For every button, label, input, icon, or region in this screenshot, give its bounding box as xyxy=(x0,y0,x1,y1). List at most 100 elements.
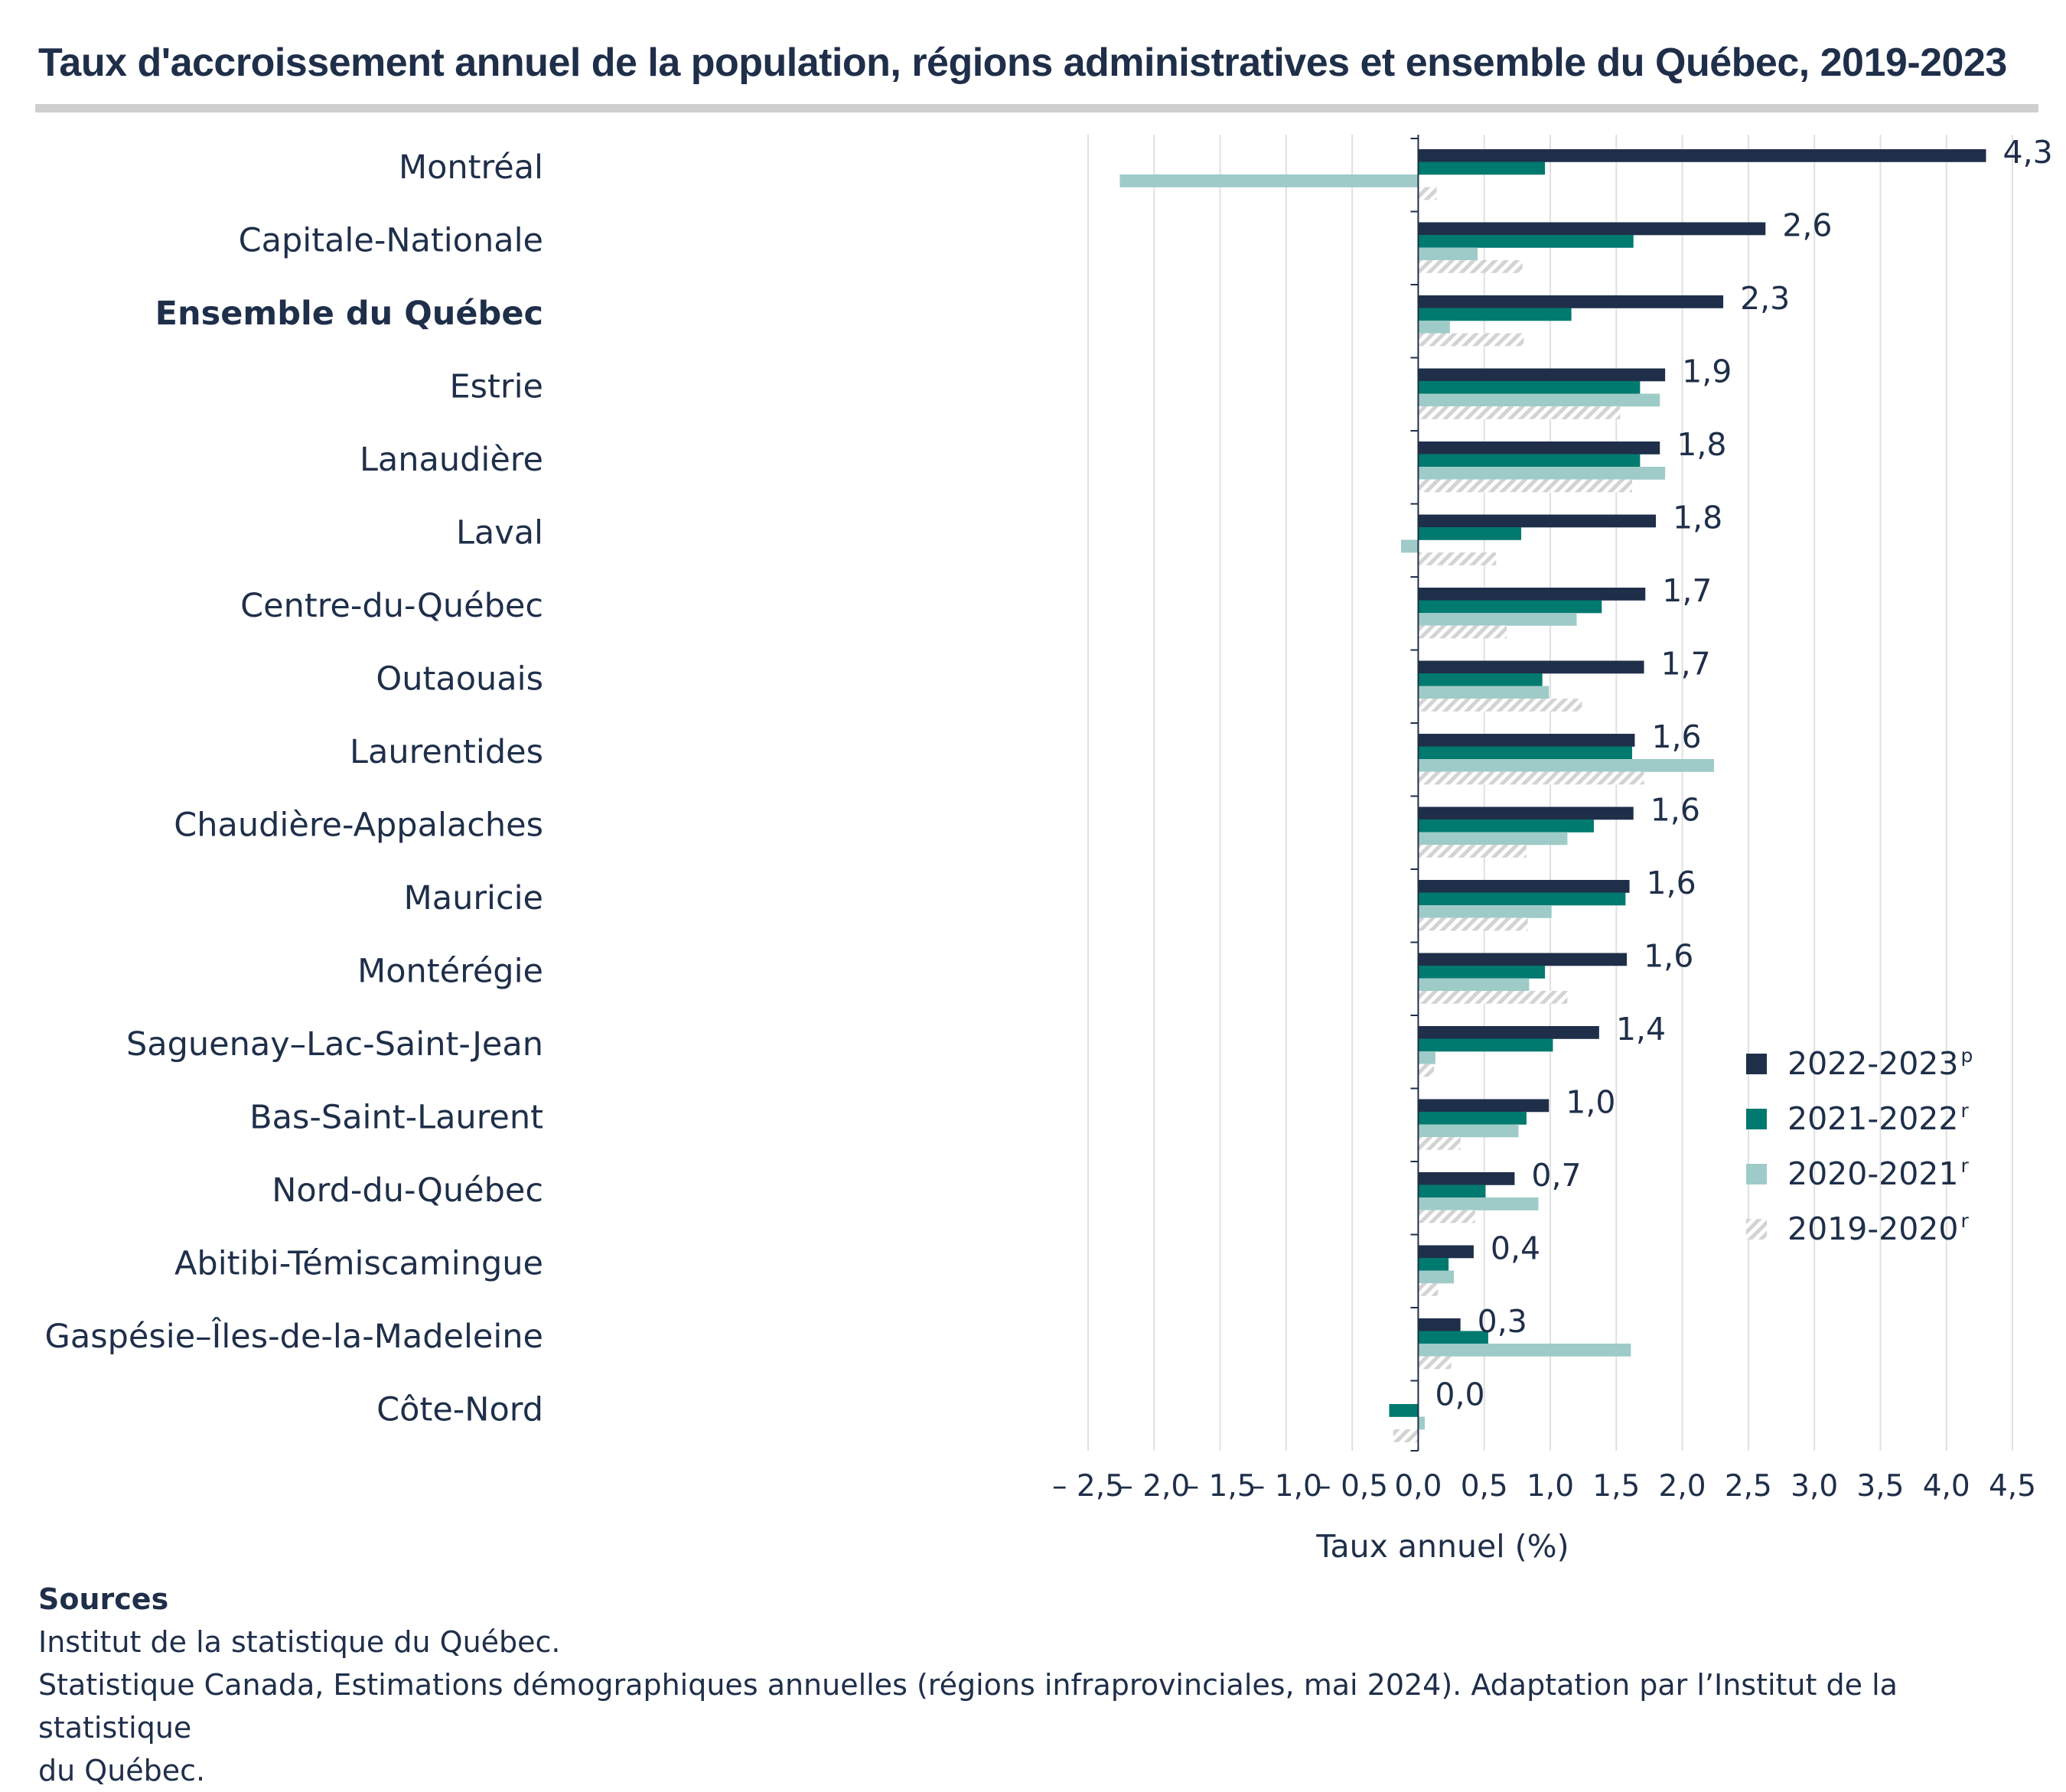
bar xyxy=(1418,1283,1439,1296)
bar xyxy=(1418,1137,1461,1150)
x-tick-label: 4,5 xyxy=(1989,1469,2036,1504)
sources-block: Sources Institut de la statistique du Qu… xyxy=(38,1578,2028,1792)
bar xyxy=(1418,771,1644,785)
bar xyxy=(1418,321,1450,334)
legend-label: 2020-2021 xyxy=(1787,1155,1958,1192)
bar xyxy=(1418,880,1630,893)
data-label: 4,3 xyxy=(2002,134,2052,171)
category-label: Montréal xyxy=(399,148,543,187)
bar xyxy=(1418,1184,1486,1198)
legend-entry: 2022-2023 p xyxy=(1787,1044,1973,1082)
bar xyxy=(1418,1344,1631,1357)
legend-label: 2022-2023 xyxy=(1787,1045,1958,1082)
bar xyxy=(1418,235,1634,248)
bar xyxy=(1418,699,1582,712)
bar xyxy=(1418,832,1568,845)
data-label: 1,6 xyxy=(1651,792,1700,829)
x-tick-label: 0,5 xyxy=(1461,1469,1508,1504)
bar xyxy=(1418,1416,1426,1430)
bar xyxy=(1418,1331,1488,1344)
data-label: 1,8 xyxy=(1673,500,1722,536)
bar xyxy=(1418,333,1524,347)
title-rule xyxy=(35,104,2038,112)
bar xyxy=(1418,991,1568,1004)
bar xyxy=(1418,673,1543,686)
category-label: Outaouais xyxy=(376,660,543,699)
bar xyxy=(1418,1038,1553,1052)
bar xyxy=(1389,1404,1419,1417)
bar xyxy=(1418,222,1766,236)
x-tick-label: – 1,0 xyxy=(1250,1469,1322,1504)
data-label: 0,0 xyxy=(1435,1377,1484,1413)
bar xyxy=(1418,686,1550,699)
bar xyxy=(1418,1318,1461,1331)
data-label: 0,3 xyxy=(1478,1303,1527,1340)
x-tick-label: – 1,5 xyxy=(1185,1469,1256,1504)
bar xyxy=(1400,539,1419,553)
bar xyxy=(1418,552,1497,565)
bar xyxy=(1418,161,1546,175)
category-label: Saguenay–Lac-Saint-Jean xyxy=(126,1025,543,1064)
category-label: Chaudière-Appalaches xyxy=(174,806,543,845)
data-label: 2,6 xyxy=(1782,207,1832,244)
category-label: Laurentides xyxy=(350,733,543,771)
bar xyxy=(1418,514,1657,528)
x-tick-label: 0,0 xyxy=(1394,1469,1442,1504)
bar xyxy=(1418,1099,1550,1113)
x-tick-label: – 2,5 xyxy=(1052,1469,1124,1504)
bar-chart: – 2,5– 2,0– 1,5– 1,0– 0,5 0,0 0,5 1,0 1,5 2,0… xyxy=(45,134,2053,1565)
legend-entry: 2019-2020 r xyxy=(1787,1210,1969,1247)
category-label: Nord-du-Québec xyxy=(272,1171,543,1210)
bar xyxy=(1418,806,1634,820)
data-label: 2,3 xyxy=(1740,280,1790,317)
chart-title: Taux d'accroissement annuel de la popula… xyxy=(38,41,2007,85)
source-line: du Québec. xyxy=(38,1754,206,1787)
legend-swatch xyxy=(1746,1164,1767,1184)
bar xyxy=(1418,660,1644,674)
x-tick-label: – 2,0 xyxy=(1118,1469,1190,1504)
data-label: 1,6 xyxy=(1651,718,1701,755)
bar xyxy=(1119,174,1419,187)
bar xyxy=(1418,819,1594,832)
bar xyxy=(1418,1124,1519,1138)
data-label: 1,0 xyxy=(1566,1084,1615,1121)
bar xyxy=(1418,892,1626,906)
data-label: 1,6 xyxy=(1647,865,1696,901)
bar xyxy=(1418,260,1523,273)
bar xyxy=(1418,149,1986,162)
bar xyxy=(1418,613,1577,626)
x-tick-label: 2,5 xyxy=(1725,1469,1772,1504)
x-tick-label: 3,0 xyxy=(1791,1469,1838,1504)
bar xyxy=(1418,746,1632,760)
x-tick-label: 1,5 xyxy=(1592,1469,1640,1504)
bar xyxy=(1418,381,1641,394)
category-label: Laval xyxy=(456,514,543,552)
source-line: Institut de la statistique du Québec. xyxy=(38,1625,561,1659)
category-label: Abitibi-Témiscamingue xyxy=(174,1245,543,1283)
legend-superscript: r xyxy=(1960,1100,1969,1122)
legend-superscript: r xyxy=(1960,1210,1969,1232)
x-tick-label: 4,0 xyxy=(1923,1469,1970,1504)
bar xyxy=(1418,187,1437,200)
data-label: 1,7 xyxy=(1661,646,1711,683)
x-tick-label: 1,0 xyxy=(1527,1469,1574,1504)
data-label: 0,4 xyxy=(1491,1230,1540,1267)
bar xyxy=(1418,1064,1435,1077)
category-label: Côte-Nord xyxy=(376,1391,543,1429)
category-label: Bas-Saint-Laurent xyxy=(249,1099,543,1137)
legend-superscript: p xyxy=(1960,1044,1973,1067)
bar xyxy=(1418,1356,1452,1370)
category-label: Montérégie xyxy=(357,953,543,991)
bar xyxy=(1418,454,1641,468)
bar xyxy=(1418,588,1646,601)
bar xyxy=(1418,247,1478,261)
bar xyxy=(1418,917,1528,931)
bar xyxy=(1418,1270,1455,1284)
category-label: Gaspésie–Îles-de-la-Madeleine xyxy=(45,1317,543,1356)
data-label: 1,6 xyxy=(1644,938,1693,975)
legend-label: 2021-2022 xyxy=(1787,1100,1958,1137)
bar xyxy=(1418,393,1660,407)
bar xyxy=(1418,368,1666,382)
data-label: 0,7 xyxy=(1531,1157,1581,1194)
